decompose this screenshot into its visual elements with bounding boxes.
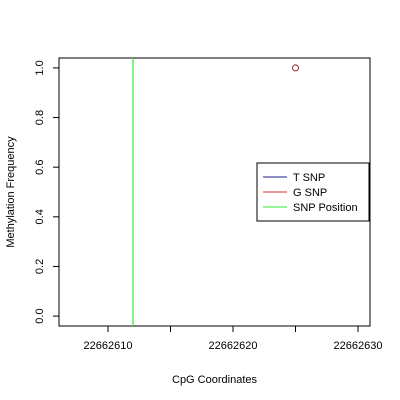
y-axis-label: Methylation Frequency — [5, 136, 17, 248]
plot-frame — [58, 57, 371, 327]
y-tick-label: 0.0 — [34, 308, 46, 323]
y-tick-label: 0.4 — [34, 209, 46, 224]
x-tick-label: 22662630 — [334, 340, 383, 352]
x-axis-label: CpG Coordinates — [172, 374, 257, 386]
x-tick-label: 22662610 — [84, 340, 133, 352]
legend-label: T SNP — [293, 172, 325, 184]
legend-label: SNP Position — [293, 202, 358, 214]
y-tick-label: 0.6 — [34, 160, 46, 175]
y-tick-label: 1.0 — [34, 60, 46, 75]
y-tick-label: 0.2 — [34, 259, 46, 274]
y-tick-label: 0.8 — [34, 110, 46, 125]
legend-label: G SNP — [293, 187, 327, 199]
x-tick-label: 22662620 — [209, 340, 258, 352]
data-point — [292, 64, 299, 72]
